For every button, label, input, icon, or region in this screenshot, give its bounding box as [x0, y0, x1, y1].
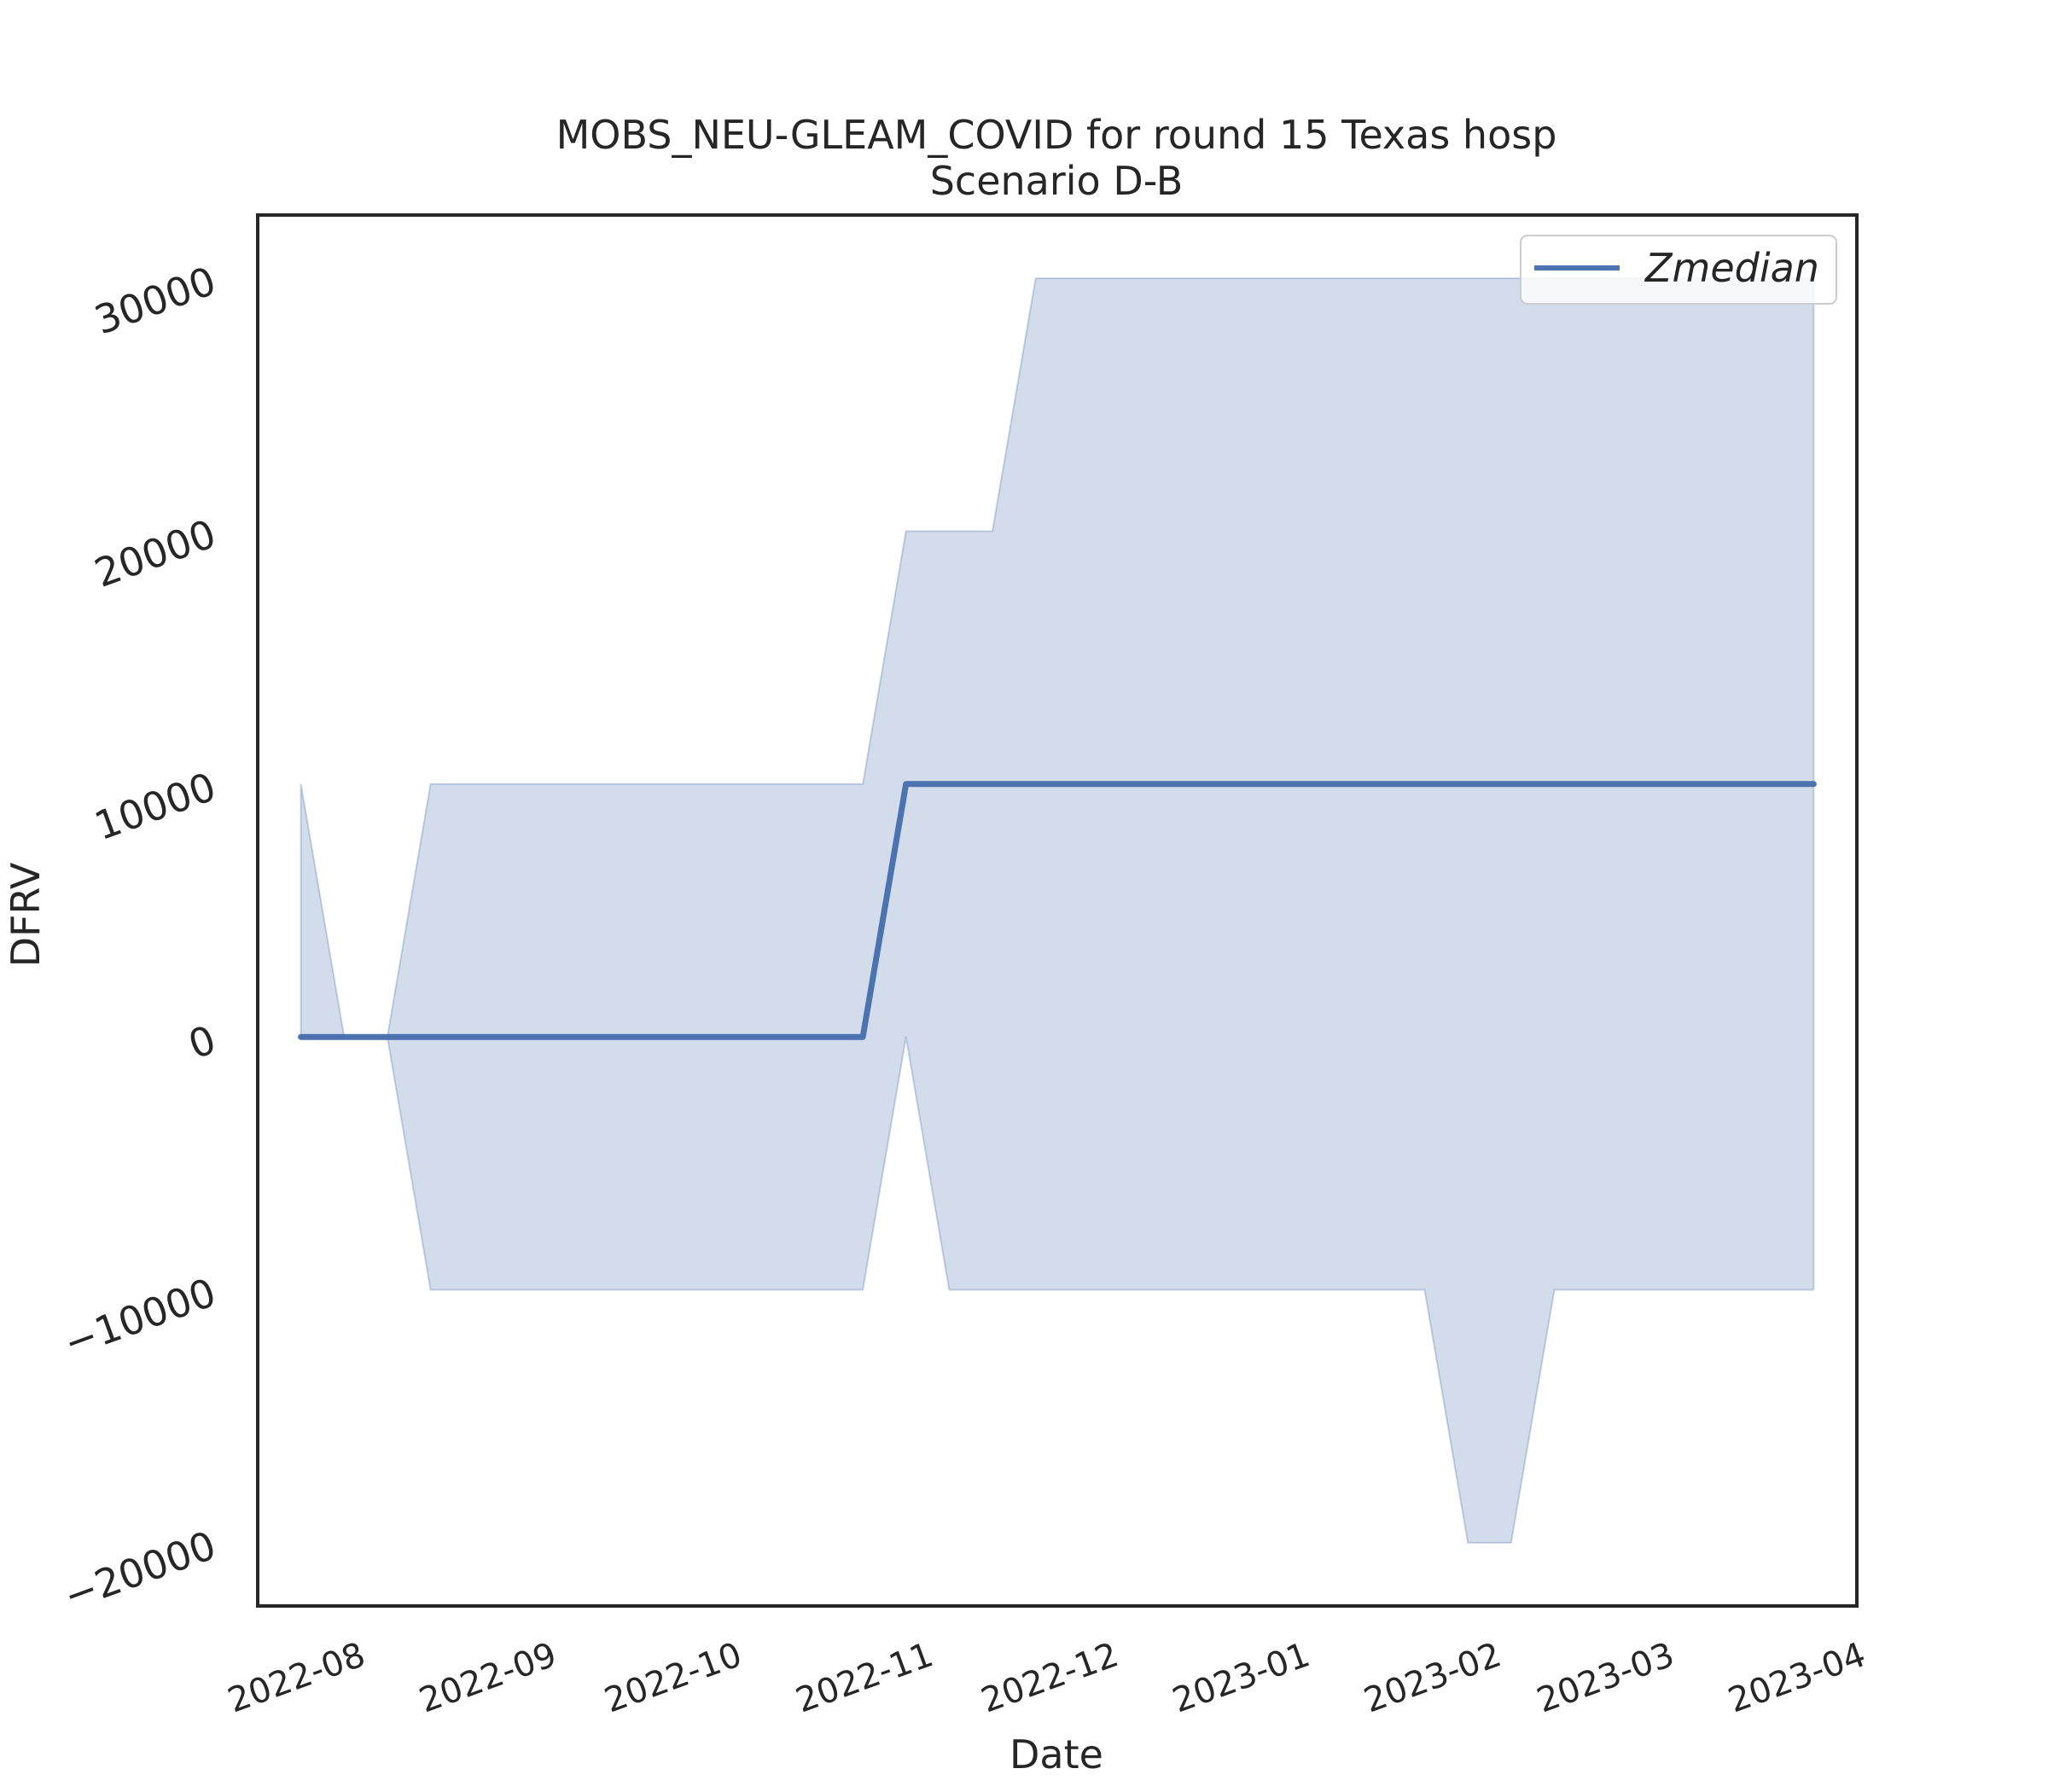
x-tick-label: 2022-08 — [223, 1635, 370, 1720]
plot-frame — [256, 213, 1859, 1608]
chart-subtitle: Scenario D-B — [930, 158, 1184, 204]
x-tick-label: 2022-12 — [976, 1635, 1124, 1720]
legend-box — [1520, 235, 1837, 305]
y-tick-label: 10000 — [89, 763, 222, 849]
y-axis-ticks: −20000 −10000 0 10000 20000 30000 — [58, 258, 222, 1620]
series-line-zmedian — [298, 781, 1817, 1040]
uncertainty-band — [300, 277, 1815, 1544]
y-tick-label: 0 — [183, 1016, 222, 1068]
legend-label-zmedian: Zmedian — [1644, 245, 1819, 291]
y-tick-label: −20000 — [58, 1521, 222, 1619]
chart-title: MOBS_NEU-GLEAM_COVID for round 15 Texas … — [556, 112, 1557, 158]
x-tick-label: 2023-03 — [1532, 1635, 1679, 1720]
x-tick-label: 2023-01 — [1167, 1635, 1315, 1720]
legend[interactable]: Zmedian — [1520, 235, 1837, 305]
x-tick-label: 2022-10 — [600, 1635, 748, 1720]
x-tick-label: 2023-04 — [1723, 1635, 1871, 1720]
y-tick-label: −10000 — [58, 1269, 222, 1366]
x-axis-label: Date — [1009, 1731, 1103, 1777]
plot-area — [256, 213, 1859, 1608]
y-axis-label: DFRV — [3, 862, 49, 967]
x-tick-label: 2022-09 — [414, 1635, 561, 1720]
x-tick-label: 2022-11 — [791, 1635, 939, 1720]
x-tick-label: 2023-02 — [1359, 1635, 1507, 1720]
x-axis-ticks: 2022-08 2022-09 2022-10 2022-11 2022-12 2023-… — [223, 1635, 1871, 1720]
y-tick-label: 20000 — [89, 510, 222, 596]
y-tick-label: 30000 — [89, 258, 222, 344]
